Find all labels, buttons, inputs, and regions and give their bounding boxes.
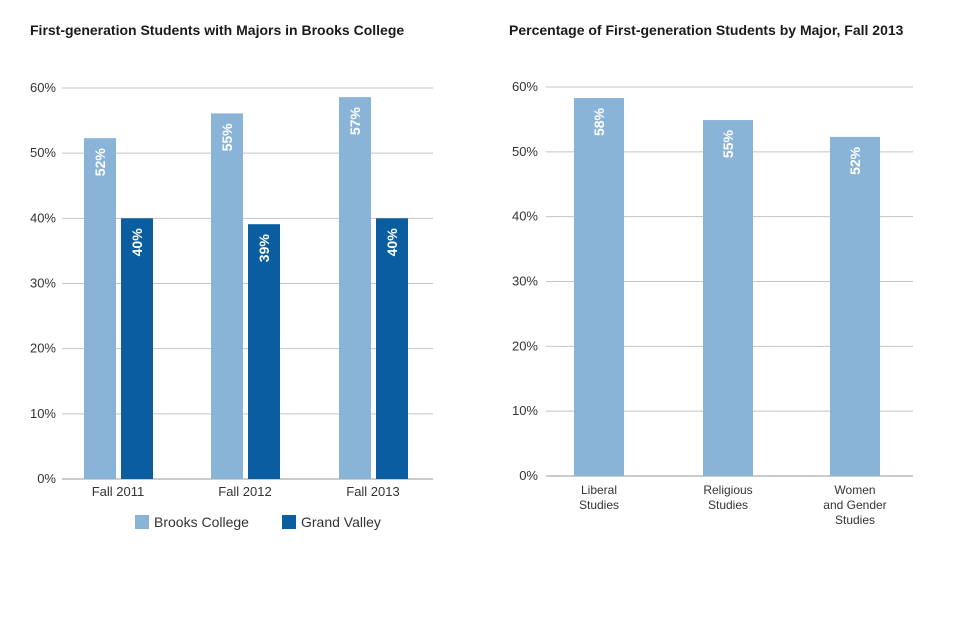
chart1-ytick-label: 40% [30,210,56,225]
chart2-ytick-label: 40% [512,209,538,224]
chart2-xtick-label: Studies [708,498,748,512]
chart2-xtick-label: and Gender [823,498,886,512]
chart1-xtick-label: Fall 2013 [346,484,399,499]
chart1-legend-label: Brooks College [154,514,249,530]
chart1-bar [248,224,280,479]
chart1-data-label: 52% [92,148,108,177]
chart2-bar [574,98,624,476]
chart1-bar [121,218,153,480]
chart1-ytick-label: 20% [30,341,56,356]
chart2-data-label: 58% [591,107,607,136]
chart2-title: Percentage of First-generation Students … [509,22,904,38]
chart1-legend-label: Grand Valley [301,514,381,530]
chart1-ytick-label: 10% [30,406,56,421]
chart2-xtick-label: Liberal [581,483,617,497]
chart1-bar [376,218,408,480]
chart2-data-label: 55% [720,130,736,159]
chart1-bar [84,138,116,479]
chart1-legend-swatch [135,515,149,529]
chart2-ytick-label: 60% [512,79,538,94]
chart1-bar [211,113,243,479]
chart1-legend-swatch [282,515,296,529]
chart2-ytick-label: 30% [512,274,538,289]
chart1-ytick-label: 0% [37,471,56,486]
chart1-ytick-label: 60% [30,80,56,95]
chart2-data-label: 52% [847,146,863,175]
chart1-title: First-generation Students with Majors in… [30,22,405,38]
chart2-ytick-label: 20% [512,338,538,353]
chart2-xtick-label: Women [834,483,875,497]
chart1-data-label: 39% [256,234,272,263]
chart1-ytick-label: 30% [30,276,56,291]
chart2-bar [703,120,753,476]
chart1-xtick-label: Fall 2012 [218,484,271,499]
chart1-data-label: 40% [384,228,400,257]
chart1-data-label: 55% [219,123,235,152]
chart1-data-label: 40% [129,228,145,257]
chart2-ytick-label: 50% [512,144,538,159]
chart2-ytick-label: 10% [512,403,538,418]
chart1-bar [339,97,371,479]
chart1-ytick-label: 50% [30,145,56,160]
chart2-xtick-label: Religious [703,483,752,497]
chart2-ytick-label: 0% [519,468,538,483]
chart2-xtick-label: Studies [835,513,875,527]
chart1-xtick-label: Fall 2011 [92,484,145,499]
chart2-bar [830,136,880,476]
chart2-xtick-label: Studies [579,498,619,512]
chart1-data-label: 57% [347,107,363,136]
